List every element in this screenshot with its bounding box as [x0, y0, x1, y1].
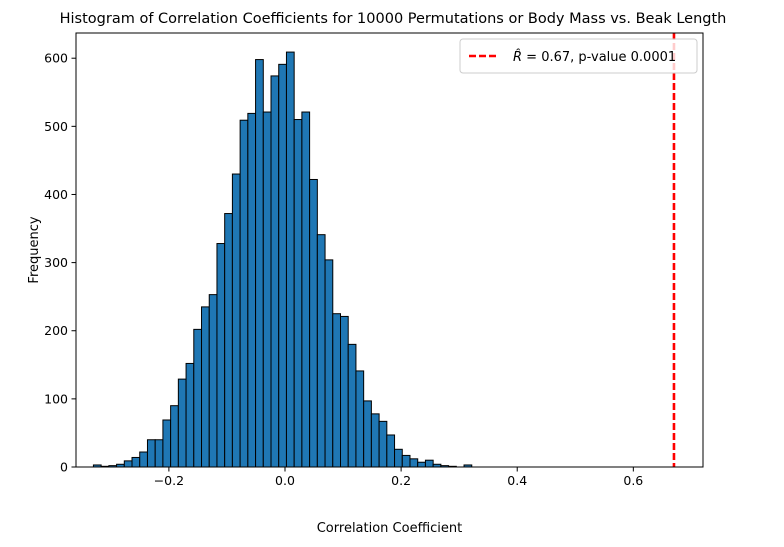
x-tick-label: 0.2 [391, 473, 411, 488]
legend-r-hat-symbol: R̂ [513, 50, 522, 65]
histogram-bar [224, 213, 233, 468]
histogram-bar [154, 439, 164, 468]
y-axis-label: Frequency [27, 216, 42, 283]
histogram-bar [123, 460, 133, 468]
histogram-bar [301, 111, 311, 468]
x-axis-label: Correlation Coefficient [317, 521, 463, 536]
histogram-bar [309, 178, 318, 468]
histogram-bar [401, 454, 411, 468]
x-tick-label: 0.0 [275, 473, 295, 488]
histogram-bar [270, 75, 280, 468]
legend-box [459, 38, 698, 74]
histogram-bar [316, 234, 326, 468]
y-tick-label: 0 [60, 460, 68, 475]
histogram-bar [370, 413, 380, 468]
histogram-bar [177, 378, 187, 468]
y-tick-label: 600 [44, 51, 68, 66]
histogram-bar [340, 315, 349, 468]
histogram-bar [363, 400, 372, 468]
histogram-bar [170, 405, 179, 468]
legend-entry: R̂ = 0.67, p-value 0.0001 [513, 50, 676, 65]
histogram-bar [293, 119, 303, 468]
histogram-bar [255, 59, 264, 468]
histogram-bar [146, 439, 156, 468]
histogram-bar [409, 458, 419, 468]
y-tick-label: 200 [44, 323, 68, 338]
histogram-bar [394, 448, 403, 468]
x-tick-label: −0.2 [154, 473, 184, 488]
histogram-bar [378, 420, 388, 468]
histogram-bar [355, 370, 365, 468]
histogram-bar [162, 419, 172, 468]
histogram-bar [131, 456, 141, 468]
legend-entry-text: = 0.67, p-value 0.0001 [522, 50, 676, 65]
y-tick-label: 300 [44, 255, 68, 270]
x-tick-label: 0.6 [623, 473, 643, 488]
histogram-bar [139, 451, 148, 468]
histogram-bar [285, 51, 295, 468]
histogram-bar [332, 313, 341, 468]
histogram-bar [324, 259, 334, 468]
chart-title: Histogram of Correlation Coefficients fo… [60, 11, 727, 27]
histogram-bar [278, 63, 287, 468]
histogram-bar [185, 362, 195, 468]
y-tick-label: 100 [44, 391, 68, 406]
y-tick-label: 400 [44, 187, 68, 202]
histogram-bar [208, 294, 218, 468]
x-tick-label: 0.4 [507, 473, 527, 488]
y-axis-ticks: 0 100 200 300 400 500 600 [44, 51, 76, 475]
histogram-bar [201, 306, 210, 468]
histogram-bar [424, 459, 434, 468]
histogram-bar [262, 111, 272, 468]
histogram-bar [386, 434, 396, 468]
histogram-bar [239, 119, 249, 468]
y-tick-label: 500 [44, 119, 68, 134]
histogram-bar [417, 461, 426, 468]
histogram-bar [216, 243, 226, 468]
x-axis-ticks: −0.2 0.0 0.2 0.4 0.6 [154, 467, 643, 488]
plot-frame [75, 32, 704, 468]
legend: R̂ = 0.67, p-value 0.0001 [459, 38, 698, 74]
histogram-bar [193, 328, 203, 468]
plot-area [76, 33, 703, 467]
histogram-bar [231, 173, 241, 468]
histogram-bar [247, 112, 257, 468]
histogram-bar [347, 343, 357, 468]
